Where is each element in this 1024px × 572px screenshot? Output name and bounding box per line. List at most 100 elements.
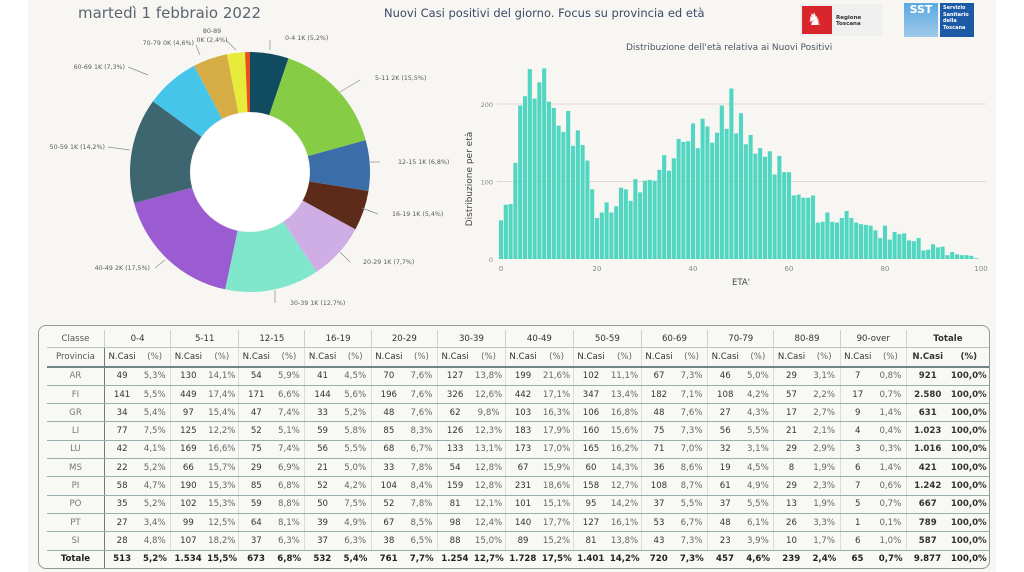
histogram-bar[interactable] bbox=[518, 105, 523, 259]
histogram-bar[interactable] bbox=[513, 162, 518, 259]
histogram-bar[interactable] bbox=[810, 195, 816, 259]
histogram-bar[interactable] bbox=[863, 224, 868, 259]
histogram-bar[interactable] bbox=[830, 221, 835, 259]
histogram-bar[interactable] bbox=[786, 172, 792, 259]
histogram-bar[interactable] bbox=[705, 126, 710, 259]
donut-slice-90-over[interactable] bbox=[245, 52, 250, 113]
histogram-bar[interactable] bbox=[580, 145, 585, 259]
histogram-bar[interactable] bbox=[945, 255, 950, 259]
histogram-bar[interactable] bbox=[638, 192, 643, 259]
histogram-bar[interactable] bbox=[700, 118, 705, 259]
histogram-bar[interactable] bbox=[954, 254, 960, 259]
histogram-bar[interactable] bbox=[695, 148, 700, 259]
histogram-bar[interactable] bbox=[594, 217, 600, 259]
histogram-bar[interactable] bbox=[729, 88, 734, 260]
donut-slice-80-89[interactable] bbox=[226, 52, 248, 114]
histogram-bar[interactable] bbox=[662, 155, 667, 259]
histogram-bar[interactable] bbox=[647, 179, 652, 259]
donut-slice-50-59[interactable] bbox=[130, 101, 202, 204]
histogram-bar[interactable] bbox=[897, 234, 902, 259]
histogram-bar[interactable] bbox=[628, 200, 633, 259]
histogram-bar[interactable] bbox=[599, 212, 604, 260]
donut-slice-40-49[interactable] bbox=[134, 187, 238, 290]
histogram-bar[interactable] bbox=[690, 123, 696, 259]
histogram-bar[interactable] bbox=[566, 110, 571, 259]
histogram-bar[interactable] bbox=[969, 255, 974, 259]
histogram-bar[interactable] bbox=[604, 202, 609, 259]
histogram-bar[interactable] bbox=[570, 145, 576, 259]
histogram-bar[interactable] bbox=[522, 96, 528, 259]
histogram-bar[interactable] bbox=[618, 187, 624, 259]
histogram-bar[interactable] bbox=[974, 258, 979, 259]
histogram-bar[interactable] bbox=[686, 141, 691, 259]
histogram-bar[interactable] bbox=[614, 206, 619, 259]
histogram-bar[interactable] bbox=[714, 132, 720, 259]
histogram-bar[interactable] bbox=[743, 144, 748, 259]
histogram-bar[interactable] bbox=[623, 189, 628, 259]
histogram-bar[interactable] bbox=[878, 238, 883, 259]
histogram-bar[interactable] bbox=[854, 222, 859, 259]
donut-slice-16-19[interactable] bbox=[302, 181, 369, 230]
histogram-bar[interactable] bbox=[796, 194, 801, 259]
histogram-bar[interactable] bbox=[542, 68, 547, 259]
histogram-bar[interactable] bbox=[940, 246, 945, 259]
histogram-bar[interactable] bbox=[762, 156, 768, 259]
histogram-bar[interactable] bbox=[671, 158, 676, 259]
histogram-bar[interactable] bbox=[503, 204, 508, 259]
histogram-bar[interactable] bbox=[681, 141, 686, 259]
histogram-bar[interactable] bbox=[916, 238, 921, 259]
histogram-bar[interactable] bbox=[926, 249, 931, 259]
histogram-bar[interactable] bbox=[849, 217, 854, 259]
histogram-bar[interactable] bbox=[551, 107, 556, 259]
histogram-bar[interactable] bbox=[537, 82, 542, 259]
donut-slice-60-69[interactable] bbox=[152, 65, 223, 137]
histogram-bar[interactable] bbox=[868, 225, 873, 259]
histogram-bar[interactable] bbox=[532, 98, 537, 259]
histogram-bar[interactable] bbox=[767, 151, 772, 259]
histogram-bar[interactable] bbox=[590, 189, 595, 259]
histogram-bar[interactable] bbox=[782, 172, 787, 259]
histogram-bar[interactable] bbox=[498, 220, 504, 259]
histogram-bar[interactable] bbox=[806, 197, 811, 259]
histogram-bar[interactable] bbox=[950, 252, 955, 259]
histogram-bar[interactable] bbox=[652, 180, 657, 259]
histogram-bar[interactable] bbox=[882, 225, 888, 259]
histogram-bar[interactable] bbox=[748, 135, 753, 259]
histogram-bar[interactable] bbox=[892, 231, 897, 259]
donut-slice-0-4[interactable] bbox=[250, 52, 289, 116]
histogram-bar[interactable] bbox=[676, 138, 681, 259]
histogram-bar[interactable] bbox=[902, 233, 907, 259]
histogram-bar[interactable] bbox=[801, 197, 806, 259]
histogram-bar[interactable] bbox=[921, 250, 926, 259]
donut-slice-12-15[interactable] bbox=[307, 140, 370, 192]
histogram-bar[interactable] bbox=[609, 212, 614, 260]
histogram-bar[interactable] bbox=[844, 210, 849, 259]
histogram-bar[interactable] bbox=[858, 224, 864, 259]
histogram-bar[interactable] bbox=[508, 203, 513, 259]
histogram-bar[interactable] bbox=[753, 153, 758, 259]
histogram-bar[interactable] bbox=[772, 174, 777, 259]
histogram-bar[interactable] bbox=[911, 241, 916, 259]
histogram-bar[interactable] bbox=[791, 195, 796, 259]
histogram-bar[interactable] bbox=[556, 125, 561, 259]
histogram-bar[interactable] bbox=[575, 130, 580, 259]
histogram-bar[interactable] bbox=[738, 113, 744, 259]
donut-slice-70-79[interactable] bbox=[194, 54, 239, 119]
histogram-bar[interactable] bbox=[719, 105, 724, 259]
histogram-bar[interactable] bbox=[710, 142, 715, 259]
donut-slice-5-11[interactable] bbox=[269, 58, 366, 157]
donut-slice-20-29[interactable] bbox=[283, 200, 356, 272]
histogram-bar[interactable] bbox=[633, 179, 638, 259]
histogram-bar[interactable] bbox=[777, 155, 782, 259]
histogram-bar[interactable] bbox=[935, 247, 940, 259]
histogram-bar[interactable] bbox=[825, 212, 830, 260]
histogram-bar[interactable] bbox=[561, 131, 566, 259]
histogram-bar[interactable] bbox=[906, 240, 912, 259]
histogram-bar[interactable] bbox=[642, 180, 648, 259]
histogram-bar[interactable] bbox=[887, 239, 892, 259]
histogram-bar[interactable] bbox=[820, 221, 825, 259]
histogram-bar[interactable] bbox=[964, 255, 969, 259]
histogram-bar[interactable] bbox=[527, 69, 532, 259]
histogram-bar[interactable] bbox=[546, 101, 552, 259]
histogram-bar[interactable] bbox=[959, 255, 964, 259]
